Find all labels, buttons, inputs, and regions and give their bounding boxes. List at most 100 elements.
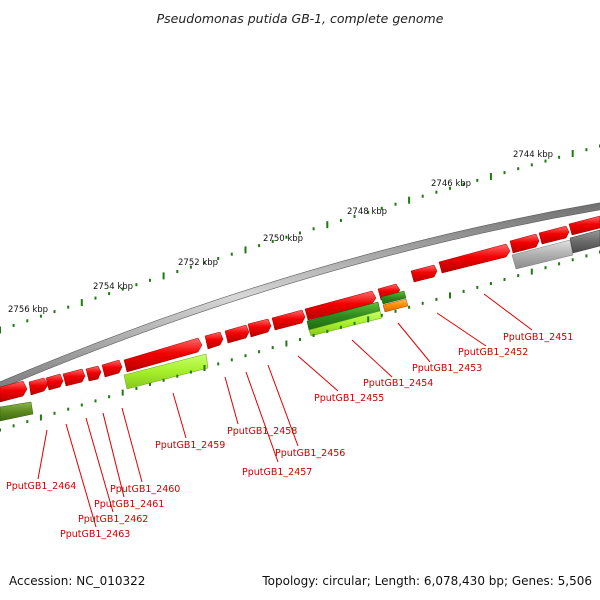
inner-minor-tick — [108, 395, 111, 399]
forward-gene[interactable] — [304, 290, 377, 321]
inner-minor-tick — [558, 262, 561, 266]
forward-gene[interactable] — [28, 377, 49, 396]
inner-minor-tick — [517, 274, 520, 278]
scale-label-2744: 2744 kbp — [513, 150, 553, 160]
reverse-gene-light-green[interactable] — [123, 353, 209, 390]
major-tick — [162, 272, 165, 280]
minor-tick — [39, 314, 42, 318]
gene-label-2456[interactable]: PputGB1_2456 — [275, 448, 345, 459]
gene-label-2458[interactable]: PputGB1_2458 — [227, 426, 297, 437]
inner-minor-tick — [421, 301, 424, 305]
scale-label-2746: 2746 kbp — [431, 179, 471, 189]
inner-major-tick — [121, 389, 124, 396]
major-tick — [80, 299, 83, 307]
gene-label-2459[interactable]: PputGB1_2459 — [155, 440, 225, 451]
gene-label-2462[interactable]: PputGB1_2462 — [78, 514, 148, 525]
map-title: Pseudomonas putida GB-1, complete genome — [157, 11, 444, 26]
forward-gene[interactable] — [438, 243, 511, 274]
minor-tick — [285, 235, 288, 239]
forward-gene[interactable] — [271, 309, 306, 331]
reverse-gene-green[interactable] — [380, 290, 407, 305]
forward-gene[interactable] — [0, 380, 28, 403]
reverse-gene-light-green[interactable] — [308, 310, 383, 337]
forward-gene[interactable] — [101, 359, 123, 378]
inner-minor-tick — [489, 282, 492, 285]
minor-tick — [462, 182, 465, 186]
inner-minor-tick — [94, 399, 97, 403]
forward-gene[interactable] — [62, 368, 86, 387]
minor-tick — [312, 227, 315, 231]
inner-minor-tick — [176, 374, 179, 378]
gene-label-2454[interactable]: PputGB1_2454 — [363, 378, 433, 389]
inner-minor-tick — [0, 428, 1, 432]
inner-minor-tick — [149, 382, 151, 386]
inner-minor-tick — [462, 289, 465, 293]
minor-tick — [367, 210, 370, 214]
minor-tick — [339, 219, 342, 222]
major-tick — [244, 246, 247, 254]
minor-tick — [476, 178, 479, 182]
forward-gene[interactable] — [410, 264, 438, 283]
major-tick — [0, 326, 1, 334]
inner-minor-tick — [339, 325, 342, 329]
inner-major-tick — [285, 340, 288, 347]
reverse-gene-olive[interactable] — [0, 401, 34, 422]
leader-2453 — [397, 322, 431, 363]
minor-tick — [135, 283, 138, 287]
leader-2451 — [483, 293, 533, 331]
minor-tick — [517, 167, 520, 171]
inner-minor-tick — [476, 285, 479, 289]
minor-tick — [26, 319, 29, 323]
gene-label-2460[interactable]: PputGB1_2460 — [110, 484, 180, 495]
gene-label-2457[interactable]: PputGB1_2457 — [242, 467, 312, 478]
major-tick — [571, 150, 574, 157]
inner-major-tick — [530, 268, 533, 275]
minor-tick — [585, 148, 588, 152]
minor-tick — [217, 257, 220, 260]
inner-minor-tick — [67, 407, 70, 411]
minor-tick — [108, 292, 111, 296]
forward-gene[interactable] — [568, 215, 600, 236]
forward-gene[interactable] — [509, 233, 540, 254]
minor-tick — [449, 186, 451, 190]
forward-gene[interactable] — [85, 365, 102, 382]
forward-gene[interactable] — [204, 331, 224, 350]
minor-tick — [94, 296, 97, 300]
accession-text: Accession: NC_010322 — [9, 574, 145, 588]
leader-2454 — [351, 339, 393, 378]
forward-gene[interactable] — [247, 318, 272, 338]
major-tick — [326, 221, 329, 229]
inner-minor-tick — [217, 362, 220, 366]
gene-label-2451[interactable]: PputGB1_2451 — [503, 332, 573, 343]
gene-label-2464[interactable]: PputGB1_2464 — [6, 481, 76, 492]
genome-summary-text: Topology: circular; Length: 6,078,430 bp… — [261, 574, 592, 588]
leader-2456 — [267, 364, 299, 447]
gene-label-2463[interactable]: PputGB1_2463 — [60, 529, 130, 540]
scale-label-2754: 2754 kbp — [93, 282, 133, 292]
scale-label-2750: 2750 kbp — [263, 234, 303, 244]
forward-gene[interactable] — [45, 373, 64, 391]
minor-tick — [176, 270, 179, 273]
gene-label-2452[interactable]: PputGB1_2452 — [458, 347, 528, 358]
inner-major-tick — [203, 365, 206, 371]
leader-2455 — [297, 355, 339, 392]
forward-gene[interactable] — [538, 225, 570, 245]
major-tick — [489, 173, 492, 180]
minor-tick — [203, 261, 206, 265]
inner-minor-tick — [571, 258, 574, 262]
forward-gene[interactable] — [123, 337, 203, 373]
gene-label-2461[interactable]: PputGB1_2461 — [94, 499, 164, 510]
reverse-gene-orange[interactable] — [382, 298, 409, 313]
gene-label-2453[interactable]: PputGB1_2453 — [412, 363, 482, 374]
gene-label-2455[interactable]: PputGB1_2455 — [314, 393, 384, 404]
reverse-strand-genes — [0, 229, 600, 422]
forward-gene[interactable] — [224, 324, 250, 344]
inner-minor-tick — [408, 305, 411, 309]
forward-strand-genes — [0, 215, 600, 403]
reverse-gene-gray[interactable] — [511, 239, 574, 270]
leader-2464 — [37, 429, 48, 480]
minor-tick — [558, 155, 561, 159]
reverse-gene-dark-gray[interactable] — [569, 229, 600, 254]
inner-minor-tick — [394, 309, 397, 313]
